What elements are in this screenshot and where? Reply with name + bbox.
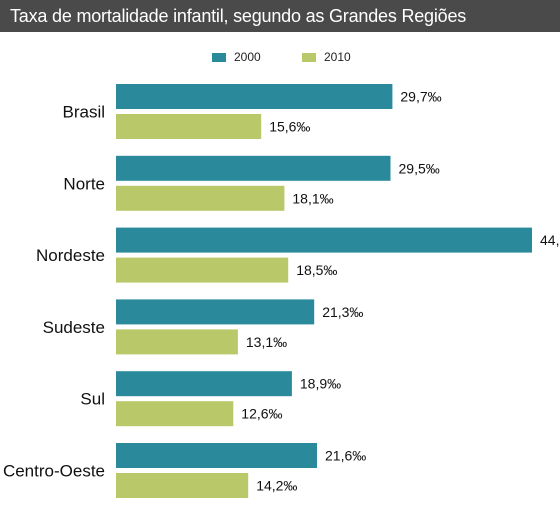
legend: 2000 2010 bbox=[0, 50, 560, 68]
legend-label-2010: 2010 bbox=[324, 50, 351, 64]
value-label-2010: 15,6‰ bbox=[269, 119, 310, 135]
bar-2010 bbox=[116, 329, 238, 355]
value-label-2000: 44,7‰ bbox=[540, 232, 560, 248]
value-label-2010: 18,1‰ bbox=[292, 190, 333, 206]
value-label-2000: 21,6‰ bbox=[325, 448, 366, 464]
value-label-2000: 18,9‰ bbox=[300, 376, 341, 392]
value-label-2000: 29,5‰ bbox=[399, 160, 440, 176]
value-label-2010: 12,6‰ bbox=[241, 406, 282, 422]
legend-item-2010: 2010 bbox=[302, 50, 351, 64]
value-label-2000: 29,7‰ bbox=[400, 89, 441, 105]
bar-2000 bbox=[116, 155, 391, 181]
bar-2010 bbox=[116, 401, 234, 427]
bar-2010 bbox=[116, 473, 249, 498]
value-label-2010: 18,5‰ bbox=[296, 262, 337, 278]
category-label: Brasil bbox=[62, 103, 105, 122]
chart-title: Taxa de mortalidade infantil, segundo as… bbox=[0, 0, 560, 32]
category-label: Nordeste bbox=[36, 246, 105, 265]
legend-swatch-2010 bbox=[302, 52, 316, 62]
category-label: Sul bbox=[80, 390, 105, 409]
bar-2000 bbox=[116, 299, 315, 325]
value-label-2000: 21,3‰ bbox=[322, 304, 363, 320]
bar-2010 bbox=[116, 185, 285, 211]
category-label: Norte bbox=[63, 174, 105, 193]
value-label-2010: 14,2‰ bbox=[256, 478, 297, 494]
bar-2000 bbox=[116, 84, 393, 109]
bar-2010 bbox=[116, 114, 262, 139]
bar-2000 bbox=[116, 227, 532, 253]
bar-2000 bbox=[116, 443, 317, 468]
legend-item-2000: 2000 bbox=[212, 50, 261, 64]
bar-2000 bbox=[116, 371, 292, 397]
legend-swatch-2000 bbox=[212, 52, 226, 62]
category-label: Centro-Oeste bbox=[3, 462, 105, 481]
bar-2010 bbox=[116, 257, 289, 283]
category-label: Sudeste bbox=[43, 318, 105, 337]
legend-label-2000: 2000 bbox=[234, 50, 261, 64]
value-label-2010: 13,1‰ bbox=[246, 334, 287, 350]
